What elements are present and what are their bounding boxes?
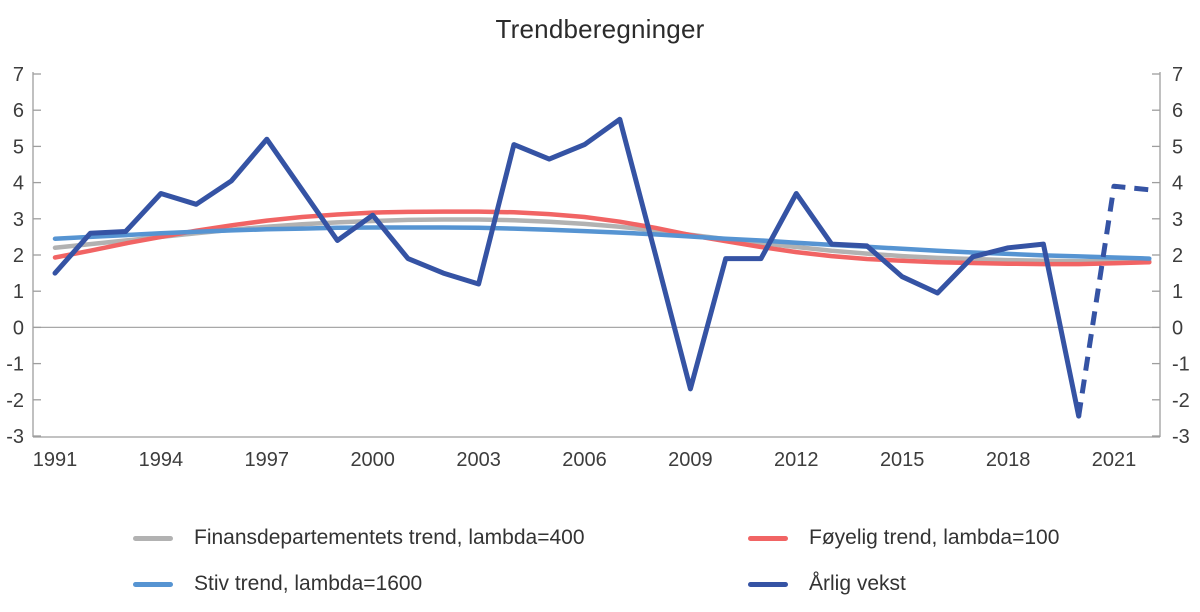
legend-item-foyelig-trend: Føyelig trend, lambda=100 [748, 524, 1059, 552]
x-tick-label: 2015 [880, 449, 925, 471]
y-tick-label-right: 0 [1172, 317, 1183, 339]
series-line-dashed [1076, 183, 1150, 417]
legend-item-stiv-trend: Stiv trend, lambda=1600 [133, 570, 422, 598]
x-tick-label: 1994 [139, 449, 184, 471]
legend-item-arlig-vekst: Årlig vekst [748, 570, 906, 598]
y-tick-label-left: 7 [13, 64, 24, 86]
y-tick-label-right: 1 [1172, 281, 1183, 303]
series-line-solid [52, 116, 1082, 419]
series-line [52, 225, 1152, 261]
y-tick-label-right: 5 [1172, 136, 1183, 158]
legend-swatch-lightblue-line [133, 581, 173, 587]
y-tick-label-right: 7 [1172, 64, 1183, 86]
y-tick-label-left: 3 [13, 209, 24, 231]
legend-swatch-red-line [748, 535, 788, 541]
legend-label: Årlig vekst [809, 572, 906, 595]
x-tick-label: 2000 [350, 449, 395, 471]
x-tick-label: 1997 [245, 449, 290, 471]
y-tick-label-left: 2 [13, 245, 24, 267]
y-tick-label-left: 1 [13, 281, 24, 303]
x-tick-label: 2012 [774, 449, 819, 471]
y-tick-label-right: -1 [1172, 354, 1190, 376]
y-tick-label-left: 4 [13, 173, 24, 195]
y-tick-label-left: -1 [6, 354, 24, 376]
x-tick-label: 2006 [562, 449, 607, 471]
x-tick-label: 2003 [456, 449, 501, 471]
legend-swatch-gray-line [133, 535, 173, 541]
chart-title: Trendberegninger [495, 14, 705, 44]
y-tick-label-left: -2 [6, 390, 24, 412]
legend-item-finansdep-trend: Finansdepartementets trend, lambda=400 [133, 524, 585, 552]
y-tick-label-left: -3 [6, 426, 24, 448]
x-tick-label: 2009 [668, 449, 713, 471]
y-tick-label-left: 0 [13, 317, 24, 339]
x-tick-label: 2021 [1092, 449, 1137, 471]
y-tick-label-right: 3 [1172, 209, 1183, 231]
y-tick-label-right: -3 [1172, 426, 1190, 448]
y-tick-label-right: 4 [1172, 173, 1183, 195]
y-tick-label-left: 6 [13, 100, 24, 122]
legend-label: Finansdepartementets trend, lambda=400 [194, 526, 585, 549]
chart-svg: 7 7 6 6 5 5 4 4 3 3 2 2 1 1 0 0 -1 -1 -2 -2 -3 -3 1991 1994 1997… [6, 64, 1190, 471]
x-tick-label: 2018 [986, 449, 1031, 471]
y-tick-label-right: -2 [1172, 390, 1190, 412]
legend-label: Føyelig trend, lambda=100 [809, 526, 1060, 549]
y-tick-label-right: 2 [1172, 245, 1183, 267]
x-tick-label: 1991 [33, 449, 78, 471]
y-tick-label-right: 6 [1172, 100, 1183, 122]
y-tick-label-left: 5 [13, 136, 24, 158]
legend-swatch-darkblue-line [748, 581, 788, 587]
legend-label: Stiv trend, lambda=1600 [194, 572, 423, 595]
